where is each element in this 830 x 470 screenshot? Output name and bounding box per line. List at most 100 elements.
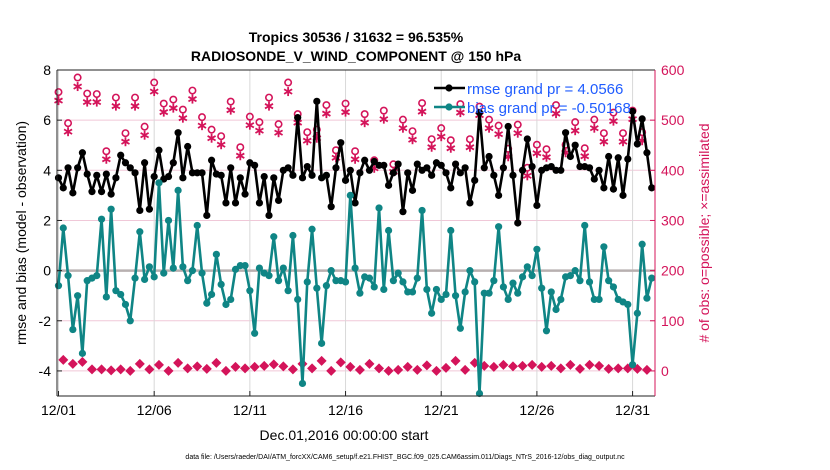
rmse-point <box>351 199 359 207</box>
rmse-point <box>518 166 527 174</box>
chart-title-line-2: RADIOSONDE_V_WIND_COMPONENT @ 150 hPa <box>191 48 521 64</box>
obs-assimilated-asterisk <box>513 128 523 138</box>
obs-possible-circle <box>322 101 331 110</box>
obs-assimilated-asterisk <box>532 148 542 158</box>
bias-point <box>533 245 541 253</box>
plot-marks <box>54 73 656 398</box>
bias-point <box>121 300 130 309</box>
bias-point <box>150 273 158 281</box>
bias-point <box>93 272 101 280</box>
obs-count-diamond <box>345 361 356 372</box>
obs-possible-circle <box>264 93 273 102</box>
obs-count-diamond <box>412 364 423 375</box>
obs-count-diamond <box>307 363 318 374</box>
obs-assimilated-asterisk <box>235 151 245 161</box>
bias-point <box>59 224 67 232</box>
obs-count-diamond <box>144 364 155 375</box>
rmse-point <box>260 172 268 181</box>
rmse-point <box>294 114 302 122</box>
obs-assimilated-asterisk <box>484 123 494 133</box>
obs-possible-circle <box>83 89 92 98</box>
rmse-point <box>361 156 369 164</box>
obs-count-diamond <box>316 355 327 366</box>
obs-assimilated-asterisk <box>207 133 217 143</box>
bias-point <box>581 221 589 230</box>
bias-point <box>64 272 72 280</box>
bias-point <box>54 282 63 290</box>
bias-point <box>490 277 498 285</box>
rmse-point <box>365 166 374 174</box>
rmse-point <box>533 201 541 210</box>
obs-count-diamond <box>641 364 652 375</box>
rmse-point <box>633 140 641 148</box>
bias-point <box>145 263 153 271</box>
obs-assimilated-asterisk <box>341 107 350 117</box>
obs-possible-circle <box>360 110 369 119</box>
y-axis-label-right: # of obs: o=possible; ×=assimilated <box>696 123 712 342</box>
bias-point <box>437 295 445 304</box>
rmse-point <box>384 181 393 189</box>
obs-count-diamond <box>354 364 365 375</box>
bias-point <box>246 287 254 295</box>
obs-possible-circle <box>580 144 589 153</box>
bias-point <box>389 277 397 285</box>
rmse-point <box>447 184 455 192</box>
bias-point <box>322 282 331 290</box>
rmse-point <box>399 208 407 216</box>
obs-assimilated-asterisk <box>101 154 111 164</box>
bias-point <box>475 389 484 398</box>
obs-count-diamond <box>201 363 212 374</box>
obs-assimilated-asterisk <box>197 121 207 131</box>
obs-assimilated-asterisk <box>168 103 178 113</box>
rmse-point <box>566 152 574 161</box>
bias-point <box>318 339 326 347</box>
obs-count-diamond <box>488 361 499 372</box>
obs-count-diamond <box>96 364 107 375</box>
bias-point <box>466 267 474 275</box>
y-right-tick-label: 200 <box>661 263 685 279</box>
obs-count-diamond <box>67 358 78 369</box>
rmse-point <box>255 199 264 207</box>
y-tick-label: 4 <box>43 162 51 178</box>
bias-point <box>141 275 149 283</box>
obs-assimilated-asterisk <box>159 107 169 117</box>
rmse-point <box>136 206 144 215</box>
legend: rmse grand pr = 4.0566 bias grand pr = -0… <box>434 81 631 117</box>
bias-point <box>155 179 163 187</box>
legend-marker <box>445 103 453 111</box>
obs-assimilated-asterisk <box>608 116 618 126</box>
obs-assimilated-asterisk <box>226 105 236 115</box>
bias-point <box>471 278 479 286</box>
rmse-point <box>404 169 412 177</box>
obs-assimilated-asterisk <box>436 132 446 142</box>
obs-assimilated-asterisk <box>542 152 551 162</box>
obs-possible-circle <box>351 147 360 156</box>
rmse-point <box>413 160 421 168</box>
obs-possible-circle <box>341 99 350 108</box>
obs-count-diamond <box>287 364 298 375</box>
obs-possible-circle <box>102 147 111 156</box>
obs-assimilated-asterisk <box>551 109 561 119</box>
obs-assimilated-asterisk <box>245 120 255 130</box>
bias-point <box>289 231 297 240</box>
obs-count-diamond <box>450 355 461 366</box>
y-tick-label: -2 <box>39 313 52 329</box>
bias-point <box>313 284 321 292</box>
x-tick-label: 12/31 <box>615 402 650 418</box>
obs-possible-circle <box>418 99 427 108</box>
bias-point <box>375 204 383 212</box>
grid <box>57 69 655 396</box>
rmse-point <box>74 164 82 172</box>
rmse-point <box>145 205 153 213</box>
obs-possible-circle <box>494 121 503 130</box>
obs-possible-circle <box>217 132 226 141</box>
obs-count-diamond <box>613 363 624 374</box>
bias-point <box>188 267 197 275</box>
obs-count-diamond <box>421 360 432 371</box>
bias-point <box>279 264 287 272</box>
obs-assimilated-asterisk <box>446 143 456 153</box>
obs-possible-circle <box>255 118 264 127</box>
obs-possible-circle <box>408 127 417 136</box>
obs-assimilated-asterisk <box>302 136 312 146</box>
